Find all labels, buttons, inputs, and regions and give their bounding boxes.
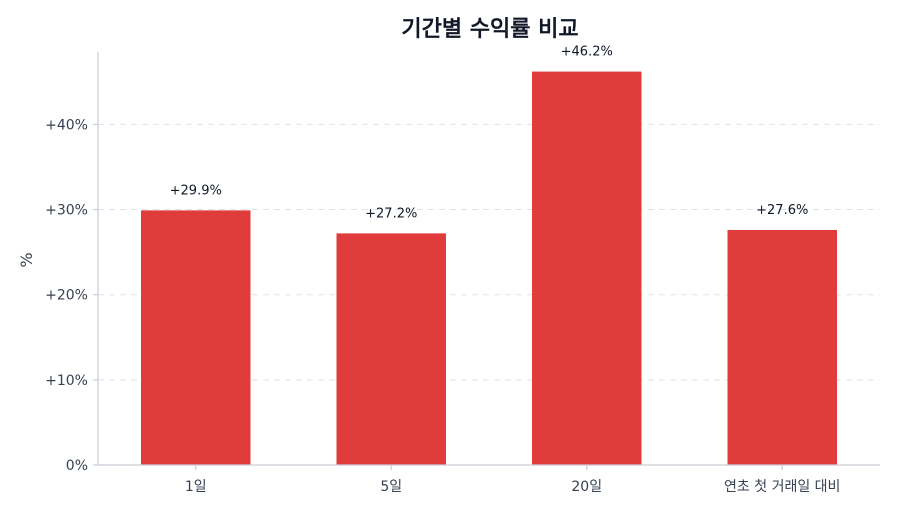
bar [141,210,251,465]
y-tick-label: 0% [66,458,88,474]
x-ticks: 1일 5일 20일 연초 첫 거래일 대비 [185,465,840,495]
x-tick-label: 연초 첫 거래일 대비 [724,479,840,495]
data-label: +29.9% [170,183,222,198]
y-tick-label: +30% [45,203,88,219]
y-axis-label: % [17,252,36,267]
x-tick-label: 20일 [571,479,602,495]
data-label: +27.2% [365,206,417,221]
data-label: +27.6% [756,203,808,218]
bar [727,229,837,465]
data-label: +46.2% [561,45,613,60]
chart-title: 기간별 수익률 비교 [401,17,578,42]
bar [532,71,642,465]
x-tick-label: 1일 [185,479,207,495]
y-ticks: 0% +10% +20% +30% +40% [45,117,98,474]
data-labels: +29.9% +27.2% +46.2% +27.6% [170,45,809,222]
y-tick-label: +40% [45,117,88,133]
bars [141,71,837,465]
x-tick-label: 5일 [380,479,402,495]
y-tick-label: +10% [45,373,88,389]
bar [336,233,446,465]
y-tick-label: +20% [45,288,88,304]
